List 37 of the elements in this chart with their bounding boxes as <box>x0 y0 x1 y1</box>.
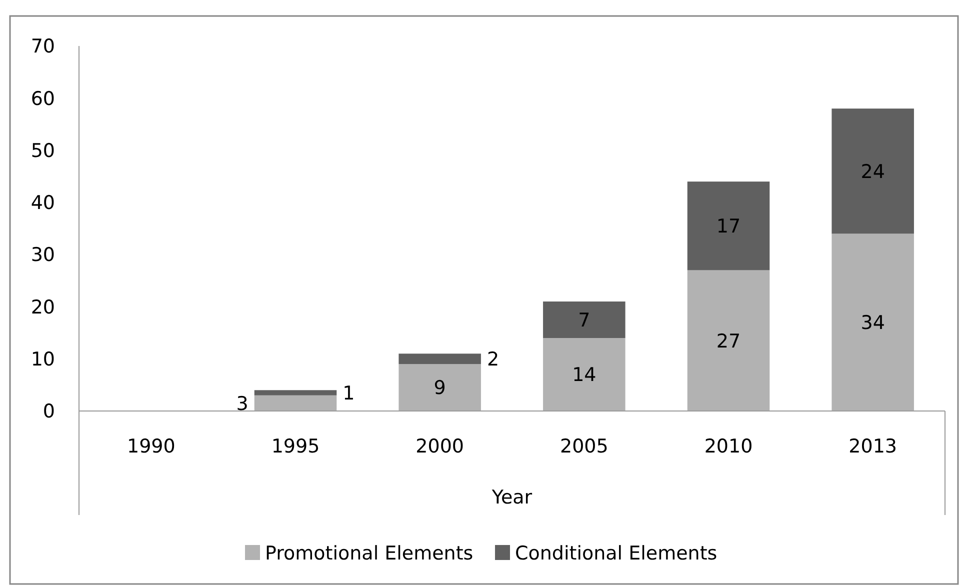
data-label: 3 <box>236 392 248 415</box>
x-tick-label: 2013 <box>848 436 898 458</box>
y-tick-label: 10 <box>30 348 55 371</box>
data-label: 24 <box>860 160 885 183</box>
x-tick-label: 2010 <box>704 436 753 458</box>
y-tick-label: 0 <box>42 400 55 423</box>
y-tick-label: 40 <box>30 192 55 214</box>
bar <box>254 390 337 396</box>
y-tick-label: 50 <box>30 140 55 162</box>
bar <box>398 354 481 364</box>
bar <box>687 270 770 411</box>
x-axis-title: Year <box>490 486 532 509</box>
bar <box>254 395 337 411</box>
legend-label: Conditional Elements <box>515 542 718 565</box>
x-tick-label: 1995 <box>271 436 320 458</box>
data-label: 27 <box>716 330 741 352</box>
data-label: 2 <box>486 348 500 371</box>
bar <box>398 364 481 411</box>
x-tick-label: 1990 <box>126 436 176 458</box>
legend-label: Promotional Elements <box>265 542 474 565</box>
bar <box>543 302 626 338</box>
y-tick-label: 60 <box>30 88 55 110</box>
bar <box>543 338 626 411</box>
bar <box>832 234 914 411</box>
data-label: 17 <box>716 216 741 238</box>
bar <box>687 182 770 270</box>
y-tick-label: 20 <box>30 296 55 318</box>
bar <box>832 108 914 234</box>
data-label: 9 <box>434 377 446 400</box>
x-tick-label: 2000 <box>416 436 464 458</box>
data-label: 14 <box>572 364 596 386</box>
data-label: 34 <box>860 312 885 334</box>
x-tick-label: 2005 <box>560 436 608 458</box>
y-tick-label: 30 <box>30 244 55 266</box>
data-label: 7 <box>578 309 590 332</box>
y-tick-label: 70 <box>30 36 55 58</box>
data-label: 1 <box>342 382 355 404</box>
